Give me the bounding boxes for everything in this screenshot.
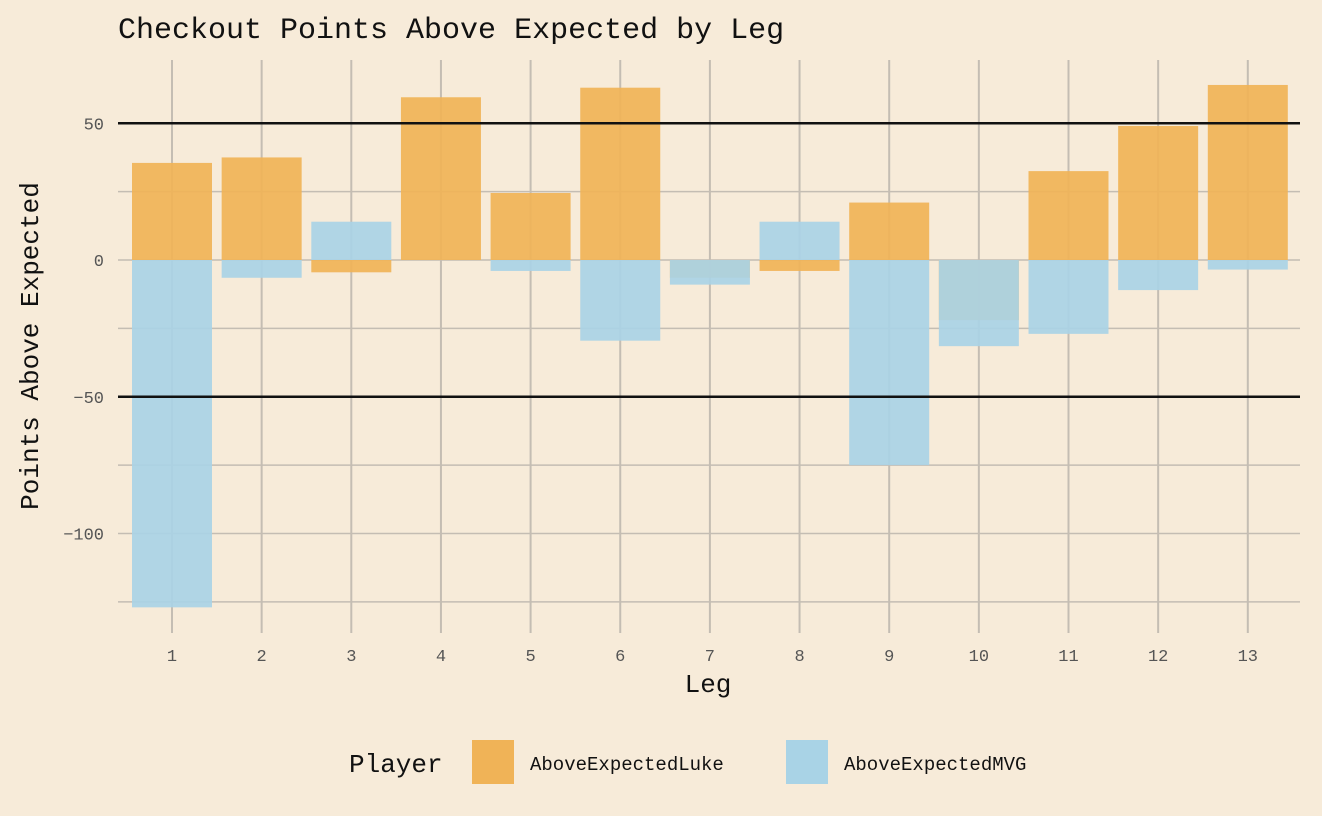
x-tick-label: 1 [167,648,177,667]
bar-AboveExpectedLuke-12 [1118,125,1199,260]
x-tick-label: 11 [1058,648,1078,667]
bar-AboveExpectedMVG-7 [669,260,750,285]
bar-AboveExpectedMVG-6 [580,260,661,341]
bar-AboveExpectedMVG-2 [221,260,302,278]
bar-AboveExpectedLuke-3 [311,260,392,273]
bar-AboveExpectedMVG-13 [1207,260,1288,270]
bar-AboveExpectedMVG-5 [490,260,571,271]
bar-AboveExpectedMVG-11 [1028,260,1109,334]
x-tick-label: 7 [705,648,715,667]
bar-AboveExpectedLuke-4 [400,97,481,260]
bar-AboveExpectedLuke-8 [759,260,840,271]
bar-AboveExpectedMVG-3 [311,221,392,260]
y-tick-label: 50 [84,116,104,135]
y-tick-label: −50 [73,390,104,409]
legend-label-mvg: AboveExpectedMVG [844,754,1026,776]
x-tick-label: 2 [257,648,267,667]
y-tick-label: 0 [94,253,104,272]
x-axis-ticks: 1 2 3 4 5 6 7 8 9 10 11 12 13 [167,648,1258,667]
legend-label-luke: AboveExpectedLuke [530,754,724,776]
bar-AboveExpectedLuke-9 [849,202,930,260]
reference-lines [118,122,1300,398]
bar-AboveExpectedLuke-11 [1028,171,1109,260]
x-tick-label: 5 [525,648,535,667]
legend: Player AboveExpectedLuke AboveExpectedMV… [349,740,1026,784]
x-tick-label: 8 [794,648,804,667]
x-tick-label: 9 [884,648,894,667]
bar-AboveExpectedMVG-1 [132,260,212,608]
x-tick-label: 3 [346,648,356,667]
bar-AboveExpectedMVG-9 [849,260,930,466]
x-tick-label: 10 [969,648,989,667]
x-axis-title: Leg [685,670,732,700]
bar-AboveExpectedLuke-13 [1207,84,1288,261]
bar-AboveExpectedLuke-2 [221,157,302,260]
x-tick-label: 4 [436,648,446,667]
legend-swatch-mvg [786,740,828,784]
bar-AboveExpectedLuke-6 [580,87,661,260]
y-axis-title: Points Above Expected [16,182,46,510]
chart-title: Checkout Points Above Expected by Leg [118,14,784,48]
x-tick-label: 13 [1238,648,1258,667]
legend-title: Player [349,750,443,780]
bar-AboveExpectedMVG-10 [938,260,1019,347]
x-tick-label: 6 [615,648,625,667]
x-tick-label: 12 [1148,648,1168,667]
bar-AboveExpectedMVG-12 [1118,260,1199,291]
y-tick-label: −100 [63,527,104,546]
bar-AboveExpectedLuke-5 [490,192,571,260]
y-axis-ticks: −100 −50 0 50 [63,116,104,545]
bar-AboveExpectedLuke-1 [132,162,212,260]
legend-swatch-luke [472,740,514,784]
bar-AboveExpectedMVG-8 [759,221,840,260]
